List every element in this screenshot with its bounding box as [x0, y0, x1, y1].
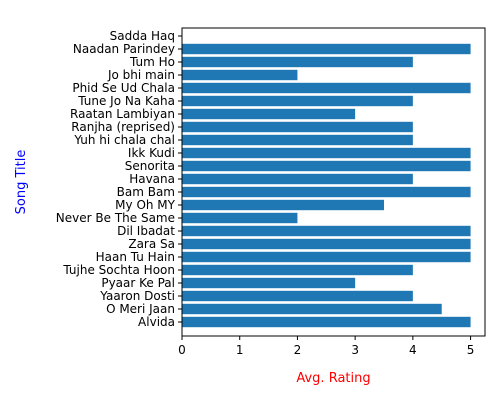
bar [182, 147, 471, 159]
y-axis-label: Song Title [14, 150, 29, 215]
y-tick-label: Pyaar Ke Pal [101, 276, 175, 290]
bar [182, 186, 471, 198]
y-tick-label: Tujhe Sochta Hoon [62, 263, 175, 277]
y-tick-label: Naadan Parindey [73, 42, 175, 56]
y-tick-label: Raatan Lambiyan [70, 107, 175, 121]
y-tick-label: Ranjha (reprised) [71, 120, 175, 134]
x-tick-label: 4 [409, 343, 417, 357]
bar [182, 69, 298, 81]
bar [182, 316, 471, 328]
y-tick-label: Sadda Haq [110, 29, 175, 43]
bar [182, 212, 298, 224]
bar [182, 56, 413, 68]
bar [182, 277, 356, 289]
bar [182, 82, 471, 94]
y-tick-label: Never Be The Same [56, 211, 175, 225]
y-tick-label: Havana [129, 172, 175, 186]
x-axis-label: Avg. Rating [296, 371, 370, 386]
bar [182, 225, 471, 237]
bar [182, 238, 471, 250]
y-tick-label: Jo bhi main [107, 68, 175, 82]
x-tick-label: 0 [178, 343, 186, 357]
y-tick-label: Yuh hi chala chal [73, 133, 175, 147]
y-tick-label: Yaaron Dosti [99, 289, 175, 303]
y-tick-label: Zara Sa [128, 237, 175, 251]
plot-frame [181, 27, 486, 337]
bar [182, 251, 471, 263]
bar [182, 160, 471, 172]
x-tick-label: 3 [351, 343, 359, 357]
y-tick-label: O Meri Jaan [106, 302, 175, 316]
bar [182, 134, 413, 146]
y-tick-label: Senorita [125, 159, 175, 173]
bar [182, 121, 413, 133]
y-tick-label: Haan Tu Hain [96, 250, 175, 264]
y-tick-label: Bam Bam [117, 185, 175, 199]
bar [182, 290, 413, 302]
x-tick-label: 5 [467, 343, 475, 357]
y-tick-label: Ikk Kudi [128, 146, 175, 160]
bar [182, 199, 384, 211]
x-tick-label: 2 [294, 343, 302, 357]
y-tick-label: Tum Ho [129, 55, 175, 69]
bar [182, 95, 413, 107]
y-tick-label: My Oh MY [115, 198, 175, 212]
y-tick-label: Phid Se Ud Chala [72, 81, 175, 95]
bar [182, 264, 413, 276]
bar [182, 303, 442, 315]
x-ticks: 0 1 2 3 4 5 [178, 336, 474, 357]
x-tick-label: 1 [236, 343, 244, 357]
bars-group [182, 43, 471, 328]
bar [182, 43, 471, 55]
bar [182, 108, 356, 120]
y-tick-label: Alvida [138, 315, 175, 329]
bar [182, 173, 413, 185]
y-tick-label: Tune Jo Na Kaha [77, 94, 175, 108]
y-tick-label: Dil Ibadat [117, 224, 175, 238]
